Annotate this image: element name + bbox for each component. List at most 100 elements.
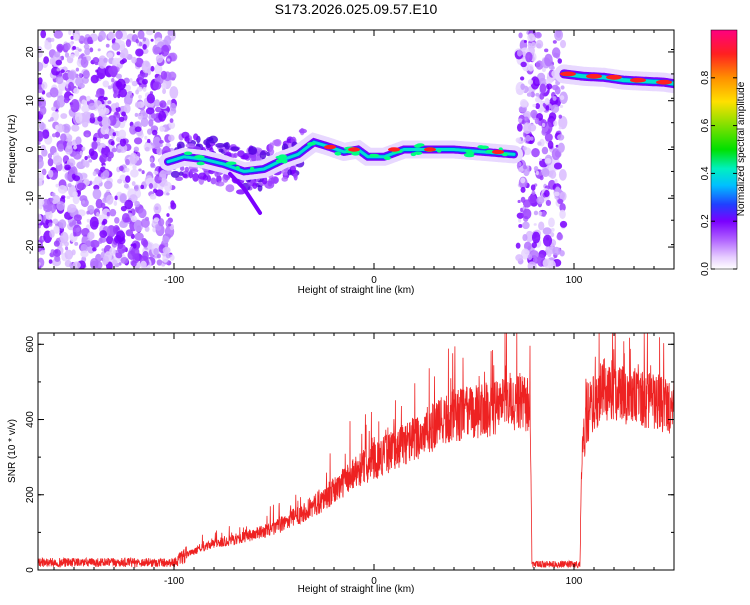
noise-blob xyxy=(49,116,54,122)
noise-blob xyxy=(59,231,69,244)
noise-blob xyxy=(541,146,549,155)
noise-blob xyxy=(133,219,143,233)
noise-blob xyxy=(162,88,167,95)
noise-blob xyxy=(140,218,150,228)
colorbar: 0.0 0.2 0.4 0.6 0.8 Normalized spectral ampl… xyxy=(700,29,747,276)
noise-blob xyxy=(154,63,163,75)
noise-blob xyxy=(551,148,561,161)
noise-blob xyxy=(539,92,545,100)
noise-blob xyxy=(162,235,170,244)
scatter-blob xyxy=(185,143,196,148)
signal-hotspot xyxy=(276,159,283,164)
noise-blob xyxy=(532,257,538,263)
noise-blob xyxy=(51,133,57,138)
noise-blob xyxy=(129,95,134,99)
noise-blob xyxy=(66,195,71,199)
noise-blob xyxy=(550,232,555,238)
noise-blob xyxy=(147,138,151,144)
signal-hotspot xyxy=(235,165,240,170)
noise-blob xyxy=(156,253,161,259)
noise-blob xyxy=(125,229,134,237)
noise-blob xyxy=(558,114,563,119)
noise-blob xyxy=(78,83,85,89)
spectrogram-y-label: Frequency (Hz) xyxy=(7,115,18,184)
noise-blob xyxy=(522,233,528,242)
noise-blob xyxy=(112,259,118,265)
noise-blob xyxy=(48,222,53,227)
noise-blob xyxy=(523,249,527,253)
noise-blob xyxy=(542,227,552,236)
noise-blob xyxy=(134,57,144,68)
noise-blob xyxy=(544,133,553,142)
noise-blob xyxy=(51,192,56,197)
noise-blob xyxy=(548,217,555,228)
chart-title: S173.2026.025.09.57.E10 xyxy=(275,1,438,17)
y-tick-label: -20 xyxy=(25,239,36,254)
scatter-blob xyxy=(193,133,199,141)
signal-peak xyxy=(606,74,622,80)
noise-blob xyxy=(70,99,80,113)
noise-blob xyxy=(523,122,532,134)
noise-blob xyxy=(110,141,115,146)
noise-blob xyxy=(150,38,154,42)
noise-blob xyxy=(125,175,131,183)
noise-blob xyxy=(62,72,70,81)
noise-blob xyxy=(530,184,536,191)
noise-blob xyxy=(55,124,59,130)
scatter-blob xyxy=(206,174,211,183)
noise-blob xyxy=(38,141,41,145)
noise-blob xyxy=(518,218,522,223)
noise-blob xyxy=(92,180,100,186)
noise-blob xyxy=(107,85,113,90)
noise-blob xyxy=(113,92,118,99)
noise-blob xyxy=(153,203,162,215)
noise-blob xyxy=(70,35,75,40)
noise-blob xyxy=(537,141,542,146)
noise-blob xyxy=(41,148,48,157)
noise-blob xyxy=(56,68,61,72)
noise-blob xyxy=(140,238,148,246)
noise-blob xyxy=(73,87,80,94)
noise-blob xyxy=(109,208,117,217)
noise-blob xyxy=(92,137,98,142)
noise-blob xyxy=(84,156,88,161)
noise-blob xyxy=(159,126,166,132)
noise-blob xyxy=(74,50,80,57)
noise-blob xyxy=(56,201,66,211)
noise-blob xyxy=(529,136,534,141)
scatter-blob xyxy=(268,177,276,184)
noise-blob xyxy=(160,70,168,80)
noise-blob xyxy=(156,147,163,156)
scatter-blob xyxy=(224,141,230,150)
noise-blob xyxy=(74,112,83,124)
noise-blob xyxy=(98,237,103,244)
noise-blob xyxy=(119,52,126,59)
noise-blob xyxy=(531,241,538,249)
noise-blob xyxy=(85,240,92,247)
noise-blob xyxy=(552,40,557,44)
noise-blob xyxy=(169,102,177,112)
noise-blob xyxy=(164,35,172,46)
noise-blob xyxy=(103,57,108,63)
scatter-blob xyxy=(179,166,185,171)
noise-blob xyxy=(116,51,121,56)
noise-blob xyxy=(97,103,107,116)
noise-blob xyxy=(89,116,96,124)
signal-hotspot xyxy=(334,151,341,156)
noise-blob xyxy=(522,146,527,151)
noise-blob xyxy=(121,111,127,117)
noise-blob xyxy=(149,157,154,163)
noise-blob xyxy=(552,96,557,101)
noise-blob xyxy=(520,207,524,213)
noise-blob xyxy=(83,43,90,50)
noise-blob xyxy=(82,69,90,79)
noise-blob xyxy=(118,116,125,122)
scatter-blob xyxy=(266,151,271,157)
noise-blob xyxy=(559,203,566,212)
noise-blob xyxy=(164,181,172,192)
noise-blob xyxy=(69,95,74,100)
noise-blob xyxy=(48,259,53,264)
noise-blob xyxy=(539,157,543,161)
noise-blob xyxy=(52,218,59,225)
